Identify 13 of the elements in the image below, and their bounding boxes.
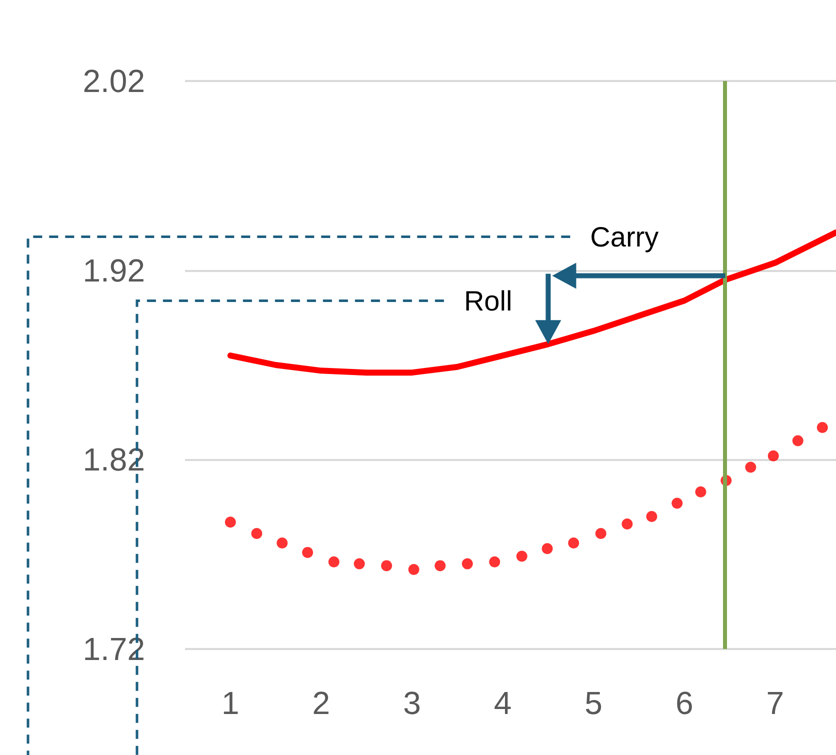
y-tick-label: 2.02	[82, 63, 145, 99]
x-tick-label: 2	[312, 685, 330, 721]
y-tick-label: 1.92	[82, 252, 145, 288]
x-tick-label: 3	[403, 685, 421, 721]
x-tick-label: 5	[584, 685, 602, 721]
annotation: Carry	[590, 221, 659, 252]
x-tick-label: 7	[766, 685, 784, 721]
annotation: Roll	[464, 285, 512, 316]
x-tick-label: 4	[494, 685, 512, 721]
x-tick-label: 6	[675, 685, 694, 721]
x-tick-label: 1	[222, 685, 240, 721]
y-tick-label: 1.72	[82, 631, 145, 667]
y-tick-label: 1.82	[82, 442, 145, 478]
